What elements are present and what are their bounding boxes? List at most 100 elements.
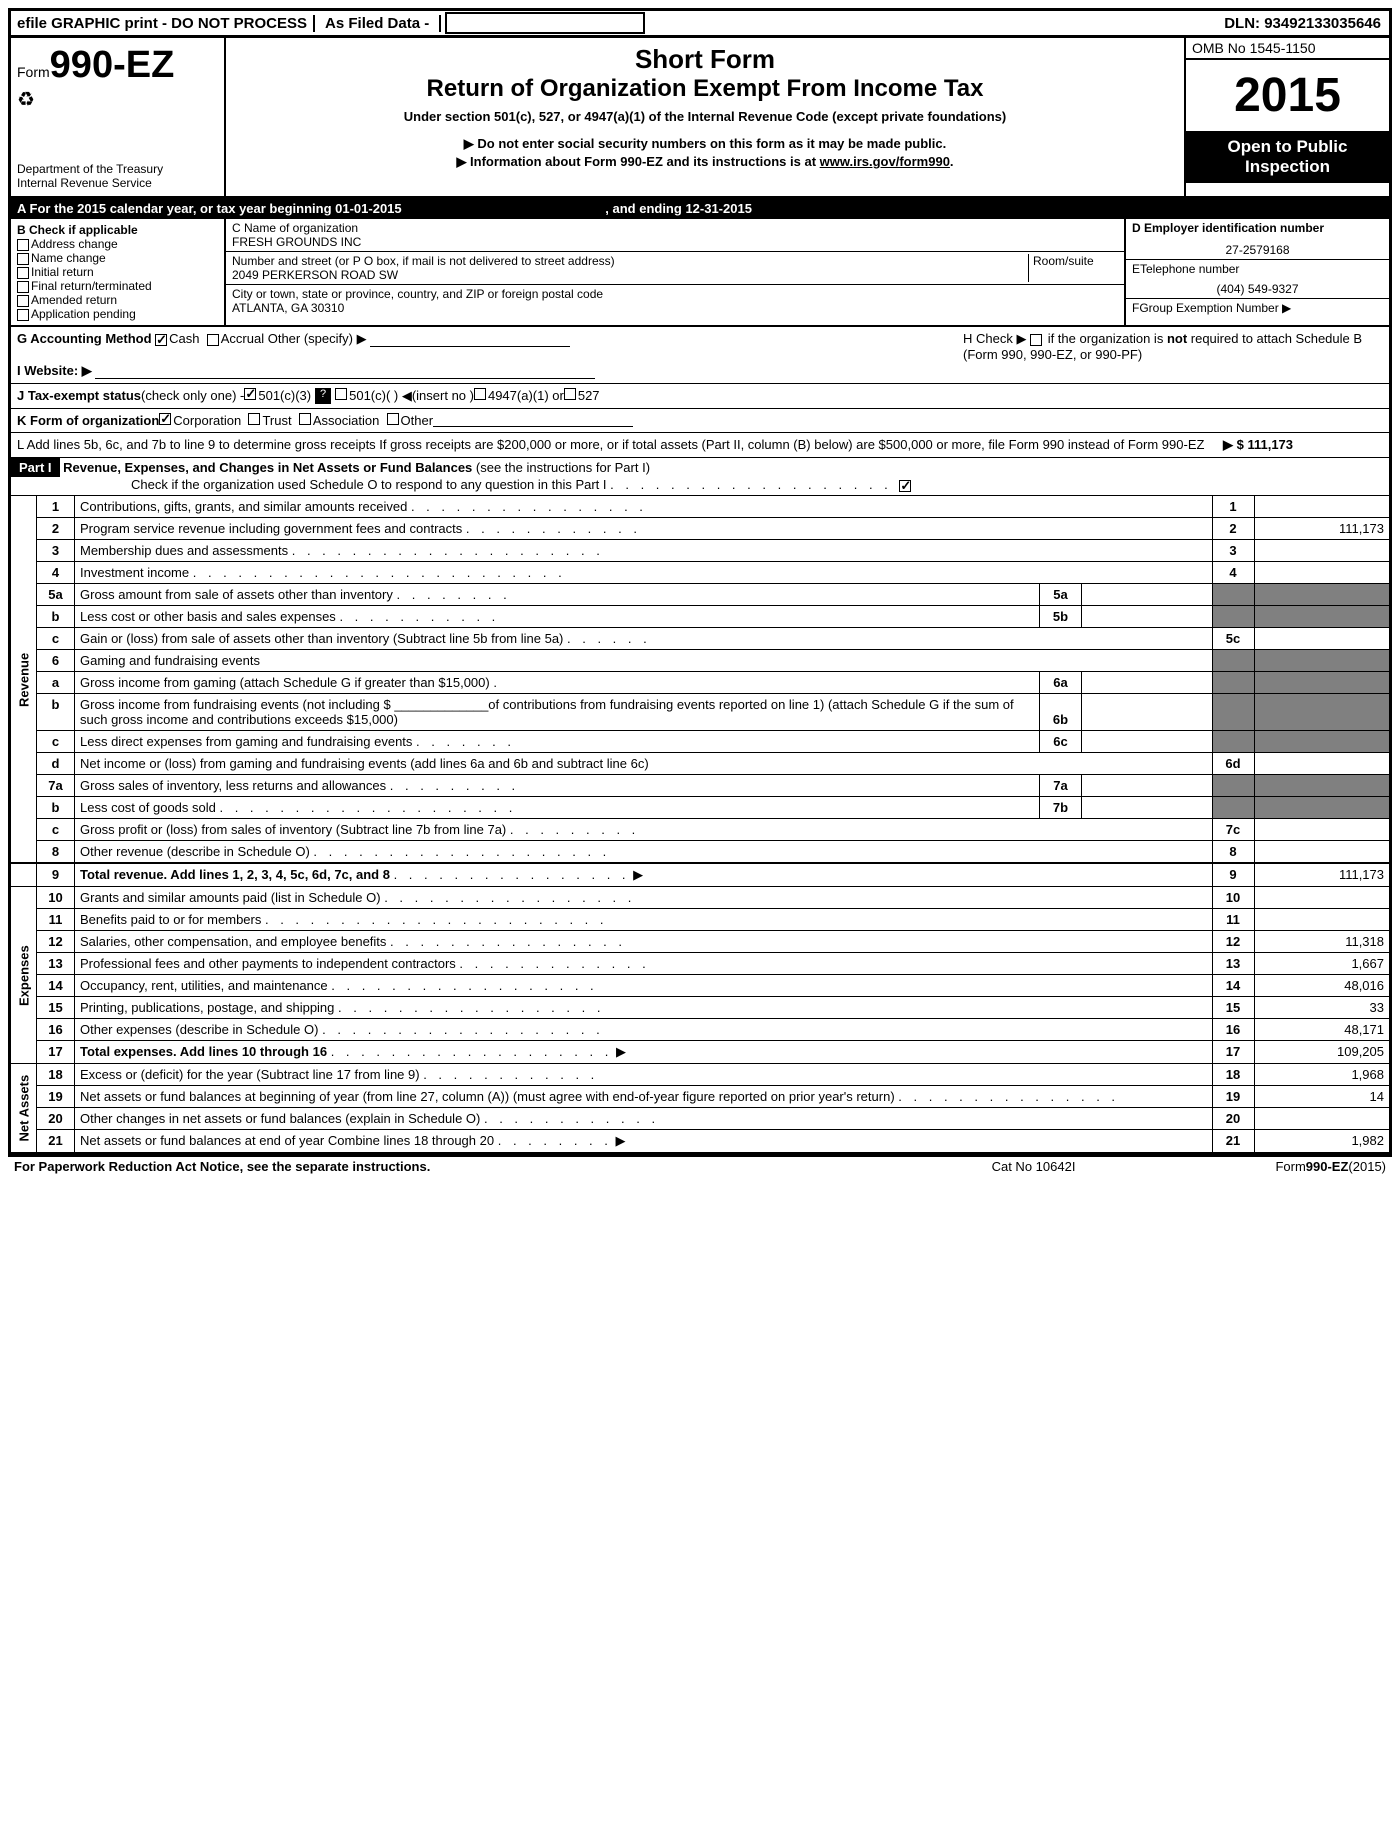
label-final-return: Final return/terminated — [31, 279, 152, 293]
part-i-title: Revenue, Expenses, and Changes in Net As… — [63, 460, 472, 475]
line-2-text: Program service revenue including govern… — [80, 521, 462, 536]
website-input[interactable] — [95, 365, 595, 379]
line-7b-text: Less cost of goods sold — [80, 800, 216, 815]
check-527[interactable] — [564, 388, 576, 400]
line-6a-num: a — [37, 672, 75, 694]
line-7a-num: 7a — [37, 775, 75, 797]
org-address: 2049 PERKERSON ROAD SW — [232, 268, 1028, 282]
line-k: K Form of organization Corporation Trust… — [8, 409, 1392, 433]
line-15-box: 15 — [1212, 997, 1254, 1019]
other-method-input[interactable] — [370, 333, 570, 347]
line-5b-sub: 5b — [1040, 606, 1082, 627]
line-2-box: 2 — [1212, 518, 1254, 540]
line-5a-shade — [1212, 584, 1254, 606]
check-schedule-o[interactable] — [899, 480, 911, 492]
revenue-vertical-label: Revenue — [11, 496, 37, 863]
line-16-box: 16 — [1212, 1019, 1254, 1041]
line-h-pre: H Check ▶ — [963, 331, 1030, 346]
check-schedule-b[interactable] — [1030, 334, 1042, 346]
line-6a-subamt — [1082, 672, 1212, 693]
line-4-text: Investment income — [80, 565, 189, 580]
line-6d-text: Net income or (loss) from gaming and fun… — [75, 753, 1213, 775]
asfiled-input[interactable] — [445, 12, 645, 34]
inspection-line2: Inspection — [1190, 157, 1385, 177]
line-21-text: Net assets or fund balances at end of ye… — [80, 1133, 494, 1148]
line-13-text: Professional fees and other payments to … — [80, 956, 456, 971]
check-final-return[interactable] — [17, 281, 29, 293]
line-6c-subamt — [1082, 731, 1212, 752]
check-corporation[interactable] — [159, 413, 171, 425]
check-name-change[interactable] — [17, 253, 29, 265]
check-initial-return[interactable] — [17, 267, 29, 279]
line-5a-num: 5a — [37, 584, 75, 606]
city-label: City or town, state or province, country… — [232, 287, 603, 301]
line-11-box: 11 — [1212, 909, 1254, 931]
line-17-num: 17 — [37, 1041, 75, 1064]
line-15-num: 15 — [37, 997, 75, 1019]
line-6b-text: Gross income from fundraising events (no… — [75, 694, 1040, 730]
check-501c3[interactable] — [244, 388, 256, 400]
irs-link[interactable]: www.irs.gov/form990 — [820, 154, 950, 169]
line-12-text: Salaries, other compensation, and employ… — [80, 934, 386, 949]
line-18-box: 18 — [1212, 1064, 1254, 1086]
line-7c-num: c — [37, 819, 75, 841]
line-21-num: 21 — [37, 1130, 75, 1153]
ein-label: D Employer identification number — [1132, 221, 1383, 235]
check-amended-return[interactable] — [17, 295, 29, 307]
line-3-box: 3 — [1212, 540, 1254, 562]
tax-exempt-label: J Tax-exempt status — [17, 388, 141, 404]
other-org-input[interactable] — [433, 413, 633, 427]
dept-treasury: Department of the Treasury — [17, 162, 218, 176]
line-8-text: Other revenue (describe in Schedule O) — [80, 844, 310, 859]
line-17-box: 17 — [1212, 1041, 1254, 1064]
line-5b-shade — [1212, 606, 1254, 628]
check-trust[interactable] — [248, 413, 260, 425]
check-other-org[interactable] — [387, 413, 399, 425]
check-4947[interactable] — [474, 388, 486, 400]
line-l-amount: ▶ $ 111,173 — [1223, 437, 1383, 453]
help-icon[interactable]: ? — [315, 388, 331, 404]
line-6b-subamt — [1082, 694, 1212, 730]
tax-year-begin: 01-01-2015 — [335, 201, 402, 216]
line-5a-shade-amt — [1254, 584, 1389, 606]
top-bar: efile GRAPHIC print - DO NOT PROCESS As … — [8, 8, 1392, 38]
paperwork-notice: For Paperwork Reduction Act Notice, see … — [14, 1159, 430, 1174]
line-6a-shade — [1212, 672, 1254, 694]
line-13-amt: 1,667 — [1254, 953, 1389, 975]
asfiled-label: As Filed Data - — [313, 15, 441, 32]
line-5b-subamt — [1082, 606, 1212, 627]
line-6c-shade — [1212, 731, 1254, 753]
line-5b-num: b — [37, 606, 75, 628]
line-9-box: 9 — [1212, 863, 1254, 887]
line-19-amt: 14 — [1254, 1086, 1389, 1108]
check-application-pending[interactable] — [17, 309, 29, 321]
phone-value: (404) 549-9327 — [1132, 276, 1383, 296]
org-name-label: C Name of organization — [232, 221, 1118, 235]
line-12-box: 12 — [1212, 931, 1254, 953]
label-501c3: 501(c)(3) — [258, 388, 311, 404]
check-501c[interactable] — [335, 388, 347, 400]
form-number: 990-EZ — [50, 44, 175, 86]
line-8-box: 8 — [1212, 841, 1254, 864]
line-5c-box: 5c — [1212, 628, 1254, 650]
line-7a-shade — [1212, 775, 1254, 797]
check-accrual[interactable] — [207, 334, 219, 346]
check-address-change[interactable] — [17, 239, 29, 251]
line-14-num: 14 — [37, 975, 75, 997]
line-2-num: 2 — [37, 518, 75, 540]
form-ref-pre: Form — [1275, 1159, 1305, 1174]
line-7c-text: Gross profit or (loss) from sales of inv… — [80, 822, 506, 837]
line-5a-text: Gross amount from sale of assets other t… — [80, 587, 393, 602]
label-application-pending: Application pending — [31, 307, 136, 321]
line-5a-sub: 5a — [1040, 584, 1082, 605]
line-6-text: Gaming and fundraising events — [75, 650, 1213, 672]
org-city: ATLANTA, GA 30310 — [232, 301, 603, 315]
check-cash[interactable] — [155, 334, 167, 346]
line-17-amt: 109,205 — [1254, 1041, 1389, 1064]
line-6c-shade-amt — [1254, 731, 1389, 753]
label-trust: Trust — [262, 413, 291, 428]
line-14-box: 14 — [1212, 975, 1254, 997]
line-2-amt: 111,173 — [1254, 518, 1389, 540]
schedule-o-check-text: Check if the organization used Schedule … — [131, 477, 607, 492]
check-association[interactable] — [299, 413, 311, 425]
